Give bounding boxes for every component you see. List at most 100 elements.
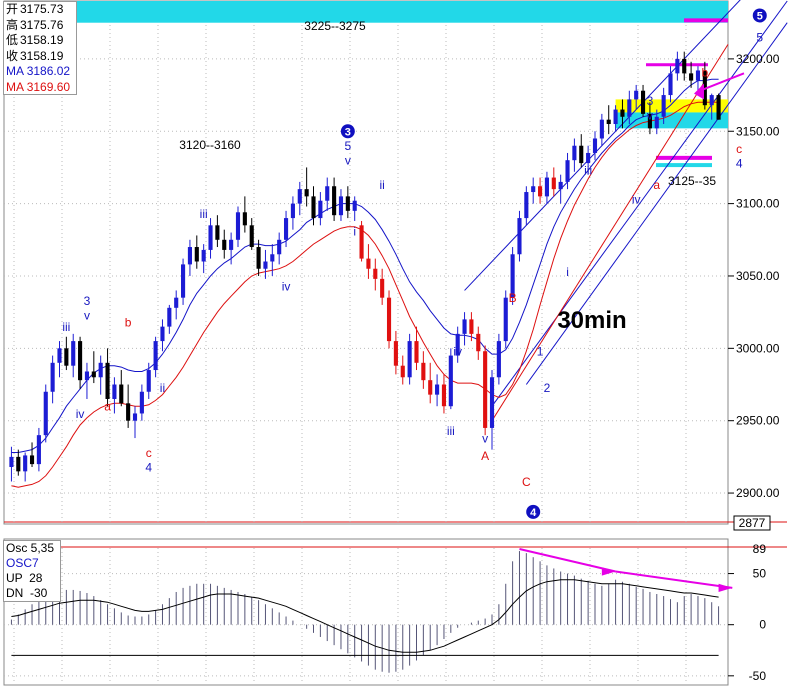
- candle-body: [91, 371, 96, 378]
- divergence-line-2: [615, 570, 733, 589]
- candle-body: [366, 258, 371, 269]
- candle-body: [98, 362, 103, 378]
- candle-body: [441, 384, 447, 407]
- price-tick-label: 3200.00: [736, 52, 780, 66]
- wave-label: iii: [584, 164, 592, 178]
- wave-label: 5: [756, 31, 763, 45]
- osc-histogram: [10, 551, 720, 673]
- candle-body: [57, 348, 62, 363]
- target-zone-top: [4, 1, 728, 23]
- wave-label: v: [345, 154, 351, 168]
- osc-highlight-label: 89: [753, 542, 767, 556]
- candle-body: [304, 189, 309, 197]
- osc-up-value: 28: [29, 571, 43, 585]
- pointer-arrow-line: [699, 72, 745, 92]
- candle-body: [586, 152, 591, 164]
- wave-label: iv: [282, 279, 291, 293]
- wave-label: v: [84, 308, 90, 322]
- candle-body: [242, 212, 247, 226]
- candle-body: [613, 109, 618, 125]
- candle-body: [469, 319, 474, 334]
- candle-body: [579, 145, 584, 164]
- candle-body: [43, 391, 48, 436]
- candle-body: [290, 203, 295, 219]
- candle-body: [455, 333, 460, 356]
- candle-body: [435, 384, 440, 395]
- candle-body: [538, 186, 543, 197]
- candle-body: [352, 200, 357, 211]
- wave-label: c: [146, 446, 152, 460]
- osc-up-label: UP: [6, 571, 23, 585]
- candle-body: [71, 341, 76, 366]
- osc-ma-line: [11, 579, 719, 653]
- osc-name: OSC7: [6, 556, 39, 570]
- channel-blue-upper: [491, 0, 788, 407]
- price-highlight-label: 2877: [739, 516, 766, 530]
- axes: 2900.00 2950.00 3000.00 3050.00 3100.00 3150.…: [728, 52, 780, 683]
- wave-label: c: [736, 142, 742, 156]
- wave-labels: iii3vivabiic4iiiiv5viiiiviiivAB12Ciiiiiv…: [62, 8, 767, 519]
- wave-label: iv: [453, 345, 462, 359]
- candle-body: [78, 341, 83, 381]
- candle-body: [332, 186, 337, 216]
- candle-body: [167, 307, 172, 327]
- osc-title: Osc 5,35: [6, 541, 55, 555]
- wave-label: ii: [160, 381, 165, 395]
- candle-body: [263, 261, 268, 269]
- candle-body: [119, 384, 124, 404]
- trend-channels: [464, 0, 788, 421]
- zone-label-top: 3225--3275: [304, 19, 366, 33]
- candle-body: [160, 326, 165, 342]
- candle-body: [29, 455, 35, 465]
- wave-circle-label: 5: [757, 10, 763, 22]
- candle-body: [318, 200, 323, 219]
- osc-lines: [11, 579, 719, 656]
- channel-blue-lower: [525, 22, 788, 385]
- candle-body: [668, 73, 673, 96]
- candle-body: [476, 333, 481, 352]
- price-panel: [3, 0, 729, 525]
- candle-body: [647, 113, 652, 129]
- wave-label: 3: [647, 94, 654, 108]
- timeframe-label: 30min: [557, 307, 626, 334]
- price-tick-label: 3150.00: [736, 124, 780, 138]
- candle-body: [689, 73, 694, 81]
- candle-body: [235, 212, 241, 240]
- candles: [9, 51, 721, 482]
- candle-body: [558, 181, 563, 190]
- candle-body: [400, 365, 405, 378]
- candle-body: [373, 268, 378, 279]
- candle-body: [229, 239, 234, 250]
- wave-label: iii: [200, 207, 208, 221]
- price-tick-label: 2950.00: [736, 414, 780, 428]
- candle-body: [359, 225, 364, 259]
- candle-body: [599, 119, 604, 139]
- candle-body: [682, 58, 687, 74]
- candle-body: [201, 249, 206, 262]
- candle-body: [654, 116, 659, 129]
- candle-body: [510, 254, 515, 298]
- wave-label: v: [647, 109, 653, 123]
- wave-label: b: [701, 65, 708, 79]
- divergence-line-1: [519, 548, 616, 573]
- candle-body: [345, 196, 350, 211]
- candle-body: [640, 90, 646, 114]
- candle-body: [544, 177, 549, 197]
- wave-label: iii: [447, 424, 455, 438]
- candle-body: [283, 218, 289, 240]
- wave-label: a: [104, 400, 111, 414]
- candle-body: [675, 58, 680, 74]
- zone-label-right: 3125--35: [668, 174, 716, 188]
- candle-body: [428, 380, 433, 395]
- wave-circle: [340, 124, 355, 139]
- candle-body: [187, 247, 192, 265]
- candle-body: [112, 384, 117, 399]
- wave-label: 4: [145, 460, 152, 474]
- osc-tick-label: 0: [759, 618, 766, 632]
- candle-body: [695, 70, 701, 81]
- wave-circle: [526, 504, 541, 519]
- wave-label: b: [125, 316, 132, 330]
- candle-body: [146, 370, 151, 392]
- wave-label: i: [566, 265, 569, 279]
- marker-magenta-lower: [656, 155, 712, 160]
